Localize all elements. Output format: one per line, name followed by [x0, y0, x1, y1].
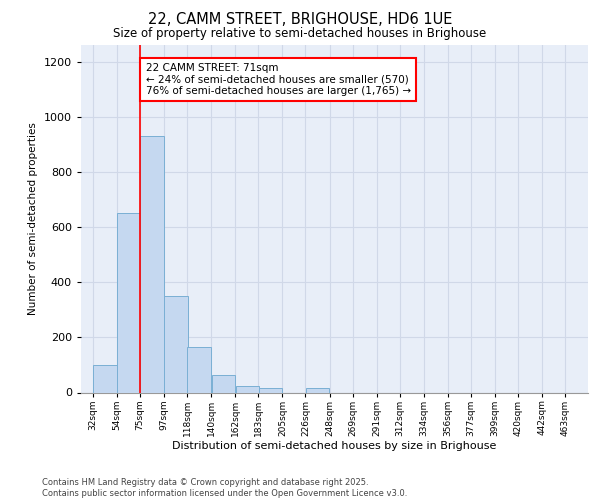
Bar	[94, 365, 117, 392]
Text: Contains HM Land Registry data © Crown copyright and database right 2025.
Contai: Contains HM Land Registry data © Crown c…	[42, 478, 407, 498]
Bar	[236, 386, 259, 392]
Bar	[306, 388, 329, 392]
Y-axis label: Number of semi-detached properties: Number of semi-detached properties	[28, 122, 38, 315]
Bar	[187, 347, 211, 393]
Bar	[164, 296, 188, 392]
Bar	[212, 374, 235, 392]
Text: 22, CAMM STREET, BRIGHOUSE, HD6 1UE: 22, CAMM STREET, BRIGHOUSE, HD6 1UE	[148, 12, 452, 28]
Text: 22 CAMM STREET: 71sqm
← 24% of semi-detached houses are smaller (570)
76% of sem: 22 CAMM STREET: 71sqm ← 24% of semi-deta…	[146, 63, 411, 96]
Bar	[140, 136, 164, 392]
Bar	[118, 213, 141, 392]
X-axis label: Distribution of semi-detached houses by size in Brighouse: Distribution of semi-detached houses by …	[172, 442, 497, 452]
Bar	[259, 388, 282, 392]
Text: Size of property relative to semi-detached houses in Brighouse: Size of property relative to semi-detach…	[113, 28, 487, 40]
